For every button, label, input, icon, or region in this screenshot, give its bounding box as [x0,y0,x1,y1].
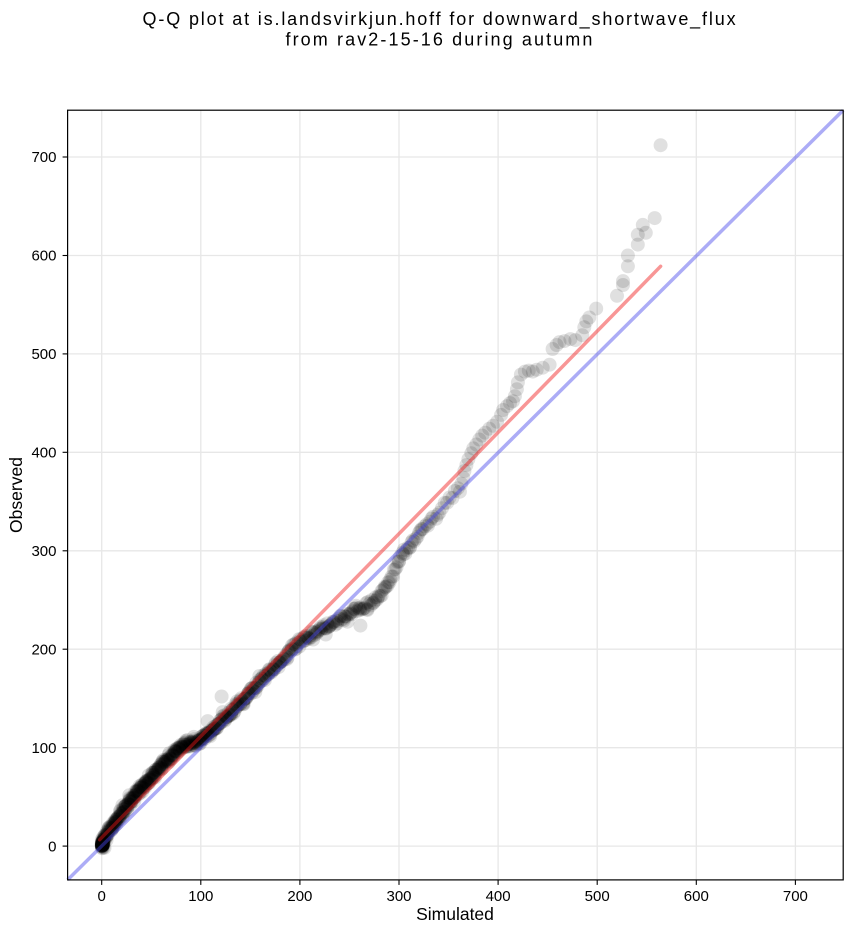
svg-text:from rav2-15-16 during autumn: from rav2-15-16 during autumn [285,30,594,50]
svg-text:700: 700 [783,888,808,905]
svg-text:300: 300 [31,543,56,560]
svg-text:200: 200 [31,641,56,658]
svg-text:0: 0 [98,888,106,905]
svg-text:200: 200 [287,888,312,905]
svg-text:0: 0 [48,838,56,855]
svg-text:600: 600 [31,248,56,265]
svg-text:100: 100 [31,740,56,757]
svg-text:Simulated: Simulated [416,904,494,924]
svg-text:500: 500 [585,888,610,905]
svg-text:400: 400 [486,888,511,905]
svg-text:Q-Q plot at is.landsvirkjun.ho: Q-Q plot at is.landsvirkjun.hoff for dow… [143,9,738,30]
svg-text:600: 600 [684,888,709,905]
svg-text:100: 100 [188,888,213,905]
svg-text:Observed: Observed [6,457,26,533]
svg-text:400: 400 [31,445,56,462]
svg-text:700: 700 [31,149,56,166]
svg-text:500: 500 [31,346,56,363]
svg-text:300: 300 [386,888,411,905]
